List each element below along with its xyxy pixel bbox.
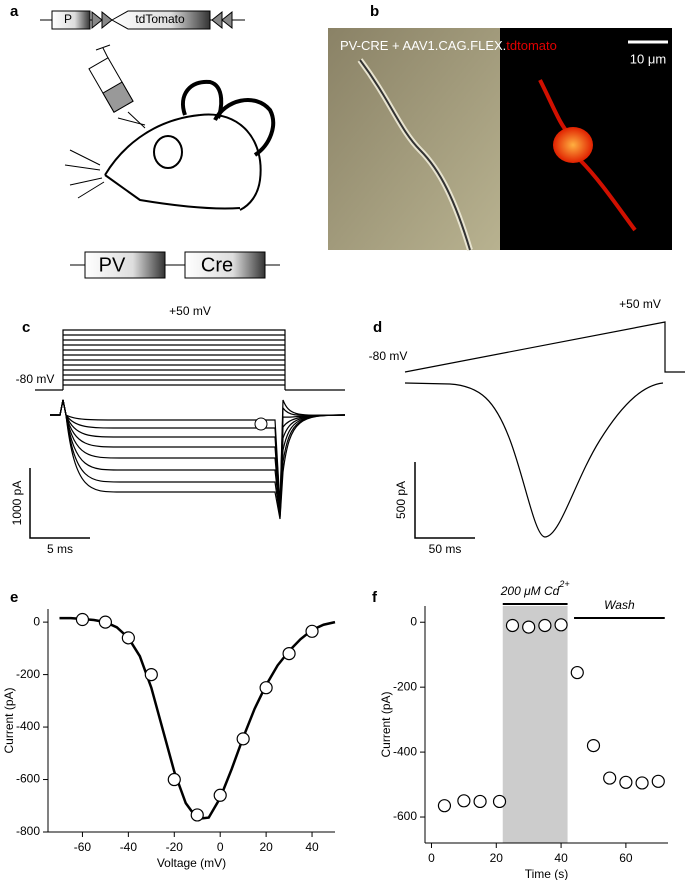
annotation-text: 200 μM Cd <box>500 584 560 598</box>
data-point <box>437 799 452 813</box>
current-trace <box>50 399 346 510</box>
x-axis-label: Time (s) <box>525 867 569 880</box>
panel-label: b <box>370 3 379 20</box>
data-point <box>144 667 158 682</box>
caption-red: tdtomato <box>506 38 557 53</box>
y-tick-label: -400 <box>393 744 417 758</box>
x-tick-label: -40 <box>120 840 138 854</box>
data-point <box>190 808 204 822</box>
caption-text: PV-CRE + AAV1.CAG.FLEX. <box>340 38 506 53</box>
x-axis-label: Voltage (mV) <box>157 856 226 870</box>
data-point <box>457 794 471 808</box>
data-point <box>538 618 552 633</box>
panel-a: a P tdTomato PV Cre <box>10 3 280 279</box>
reporter: tdTomato <box>135 12 185 26</box>
x-tick-label: 20 <box>490 851 504 865</box>
panel-c: c +50 mV -80 mV 1000 pA 5 ms <box>10 304 346 556</box>
data-point <box>259 681 273 695</box>
data-point <box>586 739 601 753</box>
x-tick-label: 0 <box>217 840 224 854</box>
gene-label: Cre <box>201 254 233 276</box>
data-point <box>635 776 649 790</box>
y-tick-label: 0 <box>33 614 40 628</box>
data-point <box>282 646 296 661</box>
data-point <box>651 774 665 788</box>
y-tick-label: -200 <box>393 679 417 693</box>
data-point <box>121 631 135 645</box>
fit-line <box>59 616 336 821</box>
voltage-label: -80 mV <box>369 349 408 363</box>
y-tick-label: 0 <box>410 614 417 628</box>
data-point <box>492 794 507 809</box>
data-point <box>522 620 536 634</box>
data-point <box>98 615 113 629</box>
y-tick-label: -600 <box>16 772 40 786</box>
data-point <box>236 732 250 746</box>
shaded-region <box>502 606 568 843</box>
x-tick-label: 20 <box>259 840 273 854</box>
data-point <box>75 612 90 627</box>
panel-label: f <box>372 589 378 606</box>
scale-label: 500 pA <box>394 481 408 519</box>
x-tick-label: 0 <box>428 851 435 865</box>
x-tick-label: -60 <box>74 840 92 854</box>
current-trace <box>50 399 346 520</box>
data-point <box>505 618 520 633</box>
scale-label: 10 μm <box>630 51 666 66</box>
voltage-label: -80 mV <box>16 372 55 386</box>
x-tick-label: 60 <box>619 851 633 865</box>
panel-d: d +50 mV -80 mV 500 pA 50 ms <box>369 297 685 556</box>
y-tick-label: -400 <box>16 719 40 733</box>
voltage-protocol <box>35 329 345 391</box>
panel-label: e <box>10 589 18 606</box>
y-axis-label: Current (pA) <box>379 691 393 757</box>
panel-label: a <box>10 3 19 20</box>
annotation-text: Wash <box>604 598 635 612</box>
current-trace <box>50 399 346 512</box>
scale-label: 5 ms <box>47 542 73 556</box>
data-point <box>619 775 633 789</box>
panel-label: d <box>373 319 382 336</box>
annotation: 200 μM Cd2+ <box>500 579 570 598</box>
panel-b: b PV-CRE + AAV1.CAG.FLEX.tdtomato 10 μm <box>328 3 672 251</box>
current-trace <box>50 399 346 514</box>
y-axis-label: Current (pA) <box>2 687 16 753</box>
voltage-label: +50 mV <box>169 304 211 318</box>
annotation-sup: 2+ <box>558 579 569 589</box>
x-tick-label: 40 <box>305 840 319 854</box>
promoter: P <box>64 12 72 26</box>
data-point <box>167 772 181 787</box>
data-point <box>305 624 319 638</box>
data-point <box>603 771 617 785</box>
x-tick-label: 40 <box>554 851 568 865</box>
y-tick-label: -200 <box>16 667 40 681</box>
y-tick-label: -800 <box>16 824 40 838</box>
data-point <box>570 665 584 680</box>
data-point <box>554 618 568 632</box>
panel-label: c <box>22 319 30 336</box>
data-point <box>213 788 227 802</box>
y-tick-label: -600 <box>393 809 417 823</box>
annotation: Wash <box>604 598 635 612</box>
data-point <box>473 794 487 809</box>
gene-label: PV <box>99 254 126 276</box>
scale-label: 50 ms <box>429 542 462 556</box>
x-tick-label: -20 <box>166 840 184 854</box>
caption: PV-CRE + AAV1.CAG.FLEX.tdtomato <box>340 38 557 53</box>
voltage-label: +50 mV <box>619 297 661 311</box>
scale-label: 1000 pA <box>10 481 24 526</box>
current-trace <box>50 399 346 516</box>
